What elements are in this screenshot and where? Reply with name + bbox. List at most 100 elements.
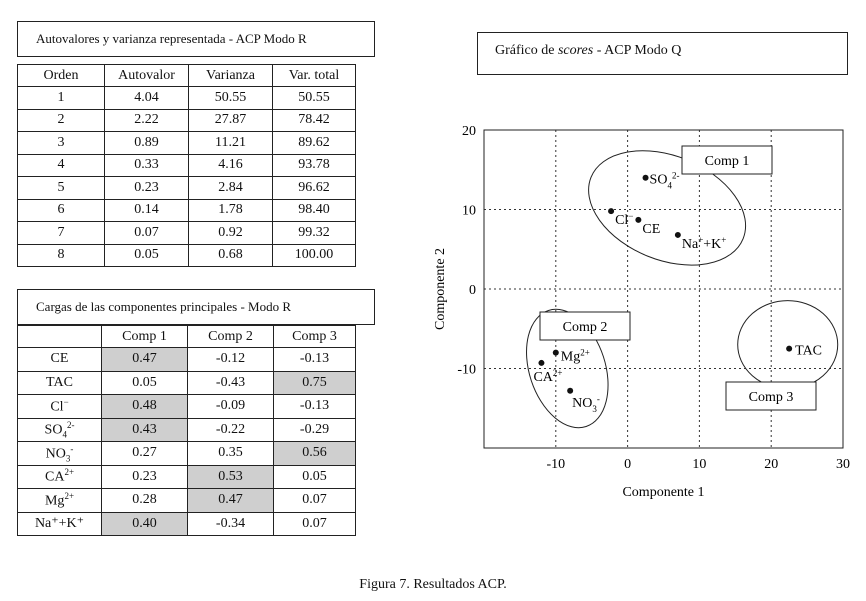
- table-cell: 2: [17, 108, 105, 132]
- loading-cell: -0.43: [187, 370, 274, 395]
- table-cell: 0.05: [104, 243, 189, 267]
- table-cell: 100.00: [272, 243, 356, 267]
- x-tick-label: 20: [764, 457, 778, 472]
- group-label: Comp 1: [705, 154, 750, 169]
- table-cell: 0.14: [104, 198, 189, 222]
- loading-cell: 0.75: [273, 370, 356, 395]
- table-cell: 1: [17, 86, 105, 110]
- table-row: Cl− 0.48 -0.09 -0.13: [17, 394, 356, 419]
- table-cell: 1.78: [188, 198, 273, 222]
- row-label: Mg2+: [17, 488, 102, 513]
- data-point: [635, 216, 642, 223]
- point-label: CA2+: [533, 368, 562, 385]
- header-comp1: Comp 1: [101, 325, 188, 348]
- loading-cell: 0.47: [101, 347, 188, 372]
- table-row: CE 0.47 -0.12 -0.13: [17, 347, 356, 372]
- table-row: CA2+ 0.23 0.53 0.05: [17, 464, 356, 489]
- table-row: TAC 0.05 -0.43 0.75: [17, 370, 356, 395]
- table-cell: 4: [17, 153, 105, 177]
- table-row: 7 0.07 0.92 99.32: [17, 221, 356, 245]
- loading-cell: 0.07: [273, 511, 356, 536]
- table-cell: 3: [17, 131, 105, 155]
- y-tick-label: 20: [462, 124, 476, 139]
- point-label: CE: [642, 222, 660, 237]
- table-cell: 7: [17, 221, 105, 245]
- figure-caption: Figura 7. Resultados ACP.: [359, 577, 507, 592]
- row-label: TAC: [17, 370, 102, 395]
- scores-chart-title: Gráfico de scores - ACP Modo Q: [495, 43, 682, 58]
- group-label-box: [725, 381, 817, 411]
- x-tick-label: 30: [836, 457, 850, 472]
- loading-cell: 0.48: [101, 394, 188, 419]
- loading-cell: 0.27: [101, 441, 188, 466]
- table-cell: 0.68: [188, 243, 273, 267]
- eigenvalues-table: Orden Autovalor Varianza Var. total 1 4.0…: [17, 64, 356, 267]
- group-label-box: [681, 145, 773, 175]
- group-label: Comp 3: [749, 390, 794, 405]
- table-row: 8 0.05 0.68 100.00: [17, 243, 356, 267]
- loading-cell: -0.09: [187, 394, 274, 419]
- loading-cell: 0.35: [187, 441, 274, 466]
- loadings-table-title-box: Cargas de las componentes principales - …: [17, 289, 375, 325]
- table-cell: 50.55: [188, 86, 273, 110]
- row-label: NO3-: [17, 441, 102, 466]
- point-label: NO3-: [572, 394, 600, 414]
- loading-cell: 0.43: [101, 417, 188, 442]
- x-tick-label: -10: [546, 457, 565, 472]
- data-point: [538, 359, 545, 366]
- table-row: 6 0.14 1.78 98.40: [17, 198, 356, 222]
- table-row: 5 0.23 2.84 96.62: [17, 176, 356, 200]
- table-row: 2 2.22 27.87 78.42: [17, 108, 356, 132]
- loading-cell: -0.13: [273, 394, 356, 419]
- point-label: SO42-: [650, 171, 680, 191]
- table-cell: 0.89: [104, 131, 189, 155]
- loading-cell: 0.07: [273, 488, 356, 513]
- row-label: Cl−: [17, 394, 102, 419]
- table-cell: 0.07: [104, 221, 189, 245]
- table-cell: 78.42: [272, 108, 356, 132]
- table-row: SO42- 0.43 -0.22 -0.29: [17, 417, 356, 442]
- loading-cell: 0.40: [101, 511, 188, 536]
- table-row: NO3- 0.27 0.35 0.56: [17, 441, 356, 466]
- table-row: 1 4.04 50.55 50.55: [17, 86, 356, 110]
- table-cell: 4.16: [188, 153, 273, 177]
- header-orden: Orden: [17, 64, 105, 87]
- point-label: TAC: [795, 344, 822, 359]
- table-cell: 96.62: [272, 176, 356, 200]
- loadings-table: Comp 1 Comp 2 Comp 3 CE 0.47 -0.12 -0.13 TAC…: [17, 325, 356, 536]
- point-label: Na++K+: [682, 235, 727, 252]
- row-label: CE: [17, 347, 102, 372]
- plot-frame: [483, 129, 844, 449]
- table-cell: 98.40: [272, 198, 356, 222]
- cluster-ellipse-comp3: [737, 300, 839, 390]
- row-label: CA2+: [17, 464, 102, 489]
- y-tick-label: -10: [457, 363, 476, 378]
- loading-cell: 0.05: [273, 464, 356, 489]
- loading-cell: 0.56: [273, 441, 356, 466]
- loading-cell: 0.28: [101, 488, 188, 513]
- header-autovalor: Autovalor: [104, 64, 189, 87]
- table-cell: 99.32: [272, 221, 356, 245]
- data-point: [642, 174, 649, 181]
- group-label: Comp 2: [563, 320, 608, 335]
- point-label: Mg2+: [561, 348, 590, 365]
- table-cell: 4.04: [104, 86, 189, 110]
- data-point: [786, 345, 793, 352]
- group-labels: Comp 1 Comp 2 Comp 3: [539, 145, 817, 411]
- header-varianza: Varianza: [188, 64, 273, 87]
- table-cell: 93.78: [272, 153, 356, 177]
- cluster-ellipse-comp2: [526, 308, 609, 429]
- loading-cell: 0.53: [187, 464, 274, 489]
- x-tick-label: 10: [692, 457, 706, 472]
- row-label: SO42-: [17, 417, 102, 442]
- header-blank: [17, 325, 102, 348]
- data-point: [674, 231, 681, 238]
- table-cell: 2.84: [188, 176, 273, 200]
- loading-cell: 0.05: [101, 370, 188, 395]
- row-label: Na⁺+K⁺: [17, 511, 102, 536]
- table-cell: 8: [17, 243, 105, 267]
- table-row: 3 0.89 11.21 89.62: [17, 131, 356, 155]
- loading-cell: -0.22: [187, 417, 274, 442]
- data-point: [552, 349, 559, 356]
- eigenvalues-table-title-box: Autovalores y varianza representada - AC…: [17, 21, 375, 57]
